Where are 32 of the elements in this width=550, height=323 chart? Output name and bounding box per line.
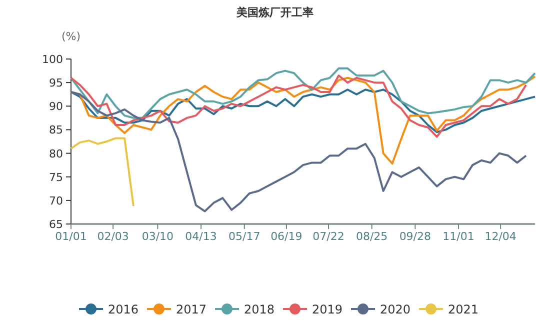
y-tick-label: 65	[49, 218, 63, 231]
x-tick-label: 08/25	[356, 230, 388, 243]
x-tick-label: 09/28	[399, 230, 432, 243]
legend-label: 2019	[312, 302, 343, 316]
x-tick-label: 07/22	[312, 230, 344, 243]
y-tick-label: 85	[49, 124, 63, 137]
line-series	[70, 88, 536, 134]
y-tick-label: 80	[49, 147, 63, 160]
x-tick-label: 11/01	[442, 230, 474, 243]
x-tick-label: 06/19	[270, 230, 302, 243]
x-tick-label: 02/03	[97, 230, 129, 243]
x-tick-label: 01/01	[55, 230, 87, 243]
x-tick-label: 03/10	[142, 230, 174, 243]
y-tick-label: 95	[49, 76, 63, 90]
y-tick-label: 90	[49, 100, 63, 114]
x-tick-label: 05/17	[228, 230, 260, 243]
y-tick-label: 75	[49, 170, 63, 184]
line-series	[70, 67, 536, 119]
x-tick-label: 04/13	[185, 230, 217, 243]
legend-label: 2021	[448, 302, 479, 316]
line-series	[70, 91, 528, 212]
line-series	[70, 137, 134, 208]
y-tick-label: 100	[42, 53, 63, 66]
x-tick-label: 12/04	[484, 230, 516, 243]
legend-label: 2020	[380, 302, 411, 316]
legend-label: 2016	[108, 302, 139, 316]
line-series	[70, 74, 528, 138]
y-tick-label: 70	[49, 194, 63, 208]
legend-label: 2018	[244, 302, 275, 316]
legend-label: 2017	[176, 302, 207, 316]
y-axis-title: (%)	[61, 30, 81, 43]
chart-title: 美国炼厂开工率	[236, 6, 314, 19]
